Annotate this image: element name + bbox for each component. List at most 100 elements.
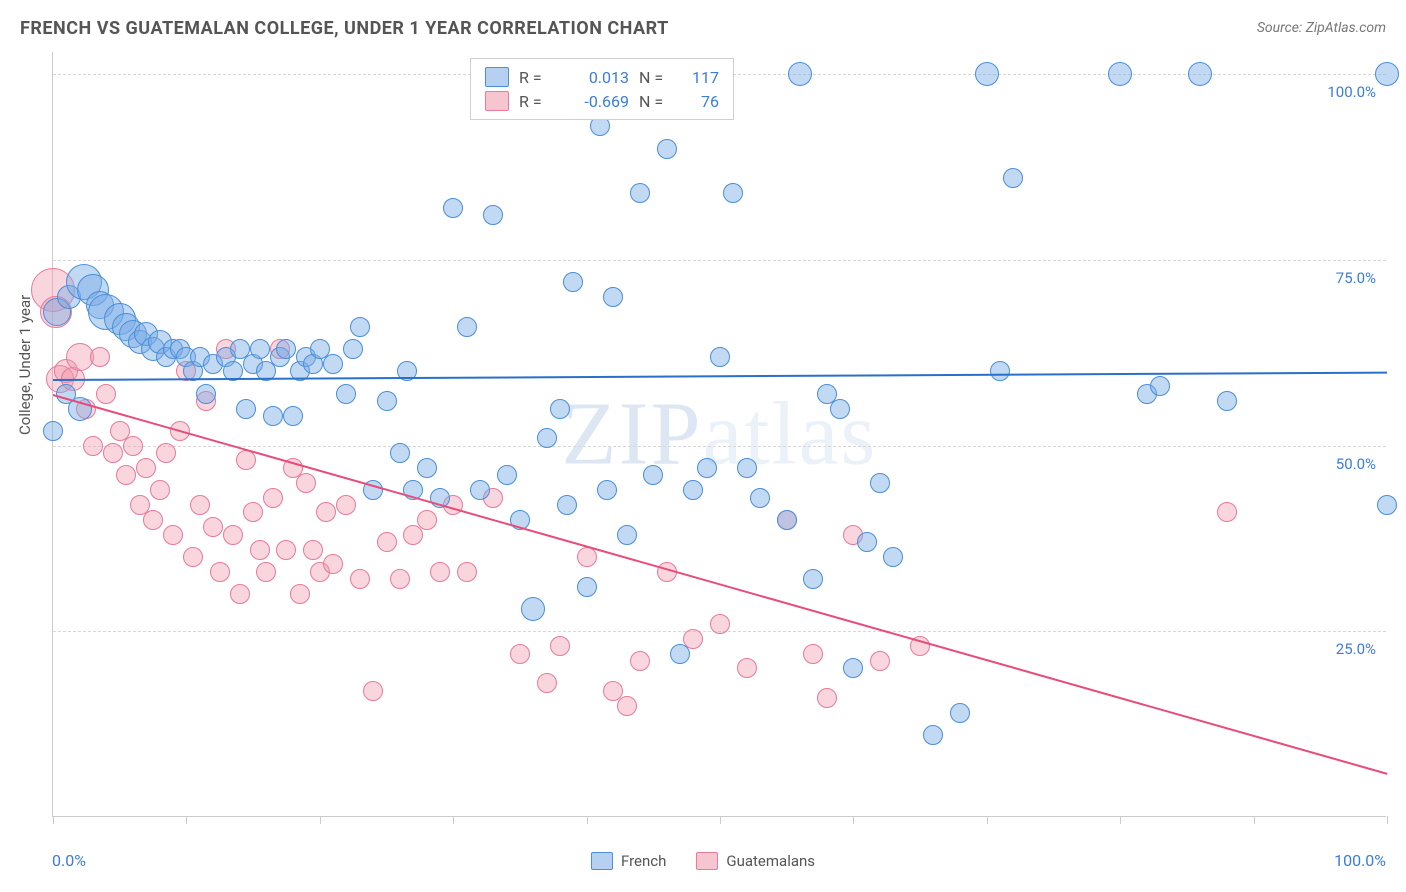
x-tick [1387, 816, 1388, 824]
french-point [643, 465, 663, 485]
french-point [276, 339, 296, 359]
french-point [657, 139, 677, 159]
guatemalan-point [537, 673, 557, 693]
guatemalan-point [123, 436, 143, 456]
x-tick [53, 816, 54, 824]
guatemalan-point [457, 562, 477, 582]
french-point [1217, 391, 1237, 411]
guatemalan-point [363, 681, 383, 701]
legend-n-value: 117 [679, 68, 719, 87]
guatemalan-point [163, 525, 183, 545]
x-tick [1120, 816, 1121, 824]
french-point [283, 406, 303, 426]
x-tick [987, 816, 988, 824]
legend-r-label: R = [519, 68, 549, 87]
french-point [1377, 495, 1397, 515]
guatemalan-point [550, 636, 570, 656]
french-point [1150, 376, 1170, 396]
guatemalan-point [230, 584, 250, 604]
guatemalan-point [210, 562, 230, 582]
french-point [803, 569, 823, 589]
guatemalan-point [156, 443, 176, 463]
french-point [923, 725, 943, 745]
legend-swatch [485, 67, 509, 87]
x-tick [853, 816, 854, 824]
guatemalan-point [323, 554, 343, 574]
legend-label: French [621, 852, 666, 870]
french-point [250, 339, 270, 359]
french-point [1108, 62, 1132, 86]
french-point [563, 272, 583, 292]
french-point [1003, 168, 1023, 188]
legend-label: Guatemalans [726, 852, 815, 870]
y-tick-label: 50.0% [1336, 455, 1376, 473]
guatemalan-point [116, 465, 136, 485]
legend-r-value: -0.669 [559, 92, 629, 111]
x-tick [720, 816, 721, 824]
french-point [470, 480, 490, 500]
french-point [377, 391, 397, 411]
guatemalan-point [617, 696, 637, 716]
french-point [43, 421, 63, 441]
guatemalan-point [190, 495, 210, 515]
legend-r-label: R = [519, 92, 549, 111]
french-point [597, 480, 617, 500]
french-point [870, 473, 890, 493]
guatemalan-point [96, 384, 116, 404]
french-point [737, 458, 757, 478]
french-point [830, 399, 850, 419]
x-tick [1254, 816, 1255, 824]
french-point [343, 339, 363, 359]
french-point [603, 287, 623, 307]
french-point [990, 361, 1010, 381]
x-tick [320, 816, 321, 824]
french-point [417, 458, 437, 478]
guatemalan-point [296, 473, 316, 493]
guatemalan-point [290, 584, 310, 604]
legend-row: R =0.013N =117 [485, 65, 719, 89]
guatemalan-point [377, 532, 397, 552]
french-point [550, 399, 570, 419]
correlation-legend: R =0.013N =117R =-0.669N =76 [470, 58, 734, 120]
guatemalan-point [150, 480, 170, 500]
guatemalan-point [236, 450, 256, 470]
x-axis-max-label: 100.0% [1334, 851, 1386, 870]
french-point [483, 205, 503, 225]
guatemalan-point [417, 510, 437, 530]
guatemalan-point [336, 495, 356, 515]
legend-n-value: 76 [679, 92, 719, 111]
french-point [683, 480, 703, 500]
guatemalan-point [90, 347, 110, 367]
french-point [950, 703, 970, 723]
guatemalan-point [256, 562, 276, 582]
legend-n-label: N = [639, 68, 669, 87]
french-point [777, 510, 797, 530]
guatemalan-point [83, 436, 103, 456]
french-point [497, 465, 517, 485]
x-tick [587, 816, 588, 824]
french-point [750, 488, 770, 508]
french-point [1188, 62, 1212, 86]
y-tick-label: 25.0% [1336, 640, 1376, 658]
guatemalan-point [710, 614, 730, 634]
french-point [788, 62, 812, 86]
french-point [350, 317, 370, 337]
french-point [630, 183, 650, 203]
guatemalan-point [103, 443, 123, 463]
plot-area: ZIPatlas 25.0%50.0%75.0%100.0% [52, 52, 1386, 817]
french-point [236, 399, 256, 419]
french-point [577, 577, 597, 597]
french-point [457, 317, 477, 337]
guatemalan-point [263, 488, 283, 508]
y-axis-title: College, Under 1 year [16, 295, 34, 435]
guatemalan-point [350, 569, 370, 589]
guatemalan-point [630, 651, 650, 671]
french-point [670, 644, 690, 664]
guatemalan-point [303, 540, 323, 560]
guatemalan-point [430, 562, 450, 582]
guatemalan-point [510, 644, 530, 664]
guatemalan-point [136, 458, 156, 478]
guatemalan-point [817, 688, 837, 708]
x-tick [453, 816, 454, 824]
guatemalan-point [276, 540, 296, 560]
